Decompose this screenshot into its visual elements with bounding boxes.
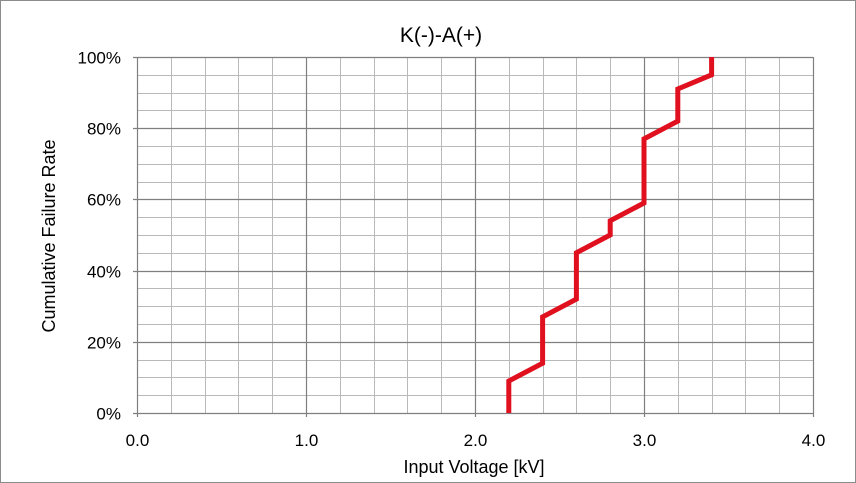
x-tick-label: 0.0 [126,431,150,450]
y-axis-label: Cumulative Failure Rate [39,139,59,332]
chart-title: K(-)-A(+) [400,24,482,47]
x-axis-label: Input Voltage [kV] [403,457,544,477]
y-tick-label: 20% [87,334,121,353]
y-tick-label: 60% [87,191,121,210]
x-tick-label: 1.0 [295,431,319,450]
series-line [506,57,715,413]
y-tick-label: 40% [87,263,121,282]
x-tick-label: 4.0 [802,431,826,450]
series-layer [506,57,715,413]
y-tick-label: 0% [96,405,121,424]
grid-major [133,56,815,417]
x-tick-label: 3.0 [633,431,657,450]
ticks-layer: 0.0 1.0 2.0 3.0 4.0 0% 20% 40% 60% 80% 100% [78,49,826,451]
x-tick-label: 2.0 [464,431,488,450]
y-tick-label: 100% [78,49,121,68]
y-tick-label: 80% [87,120,121,139]
